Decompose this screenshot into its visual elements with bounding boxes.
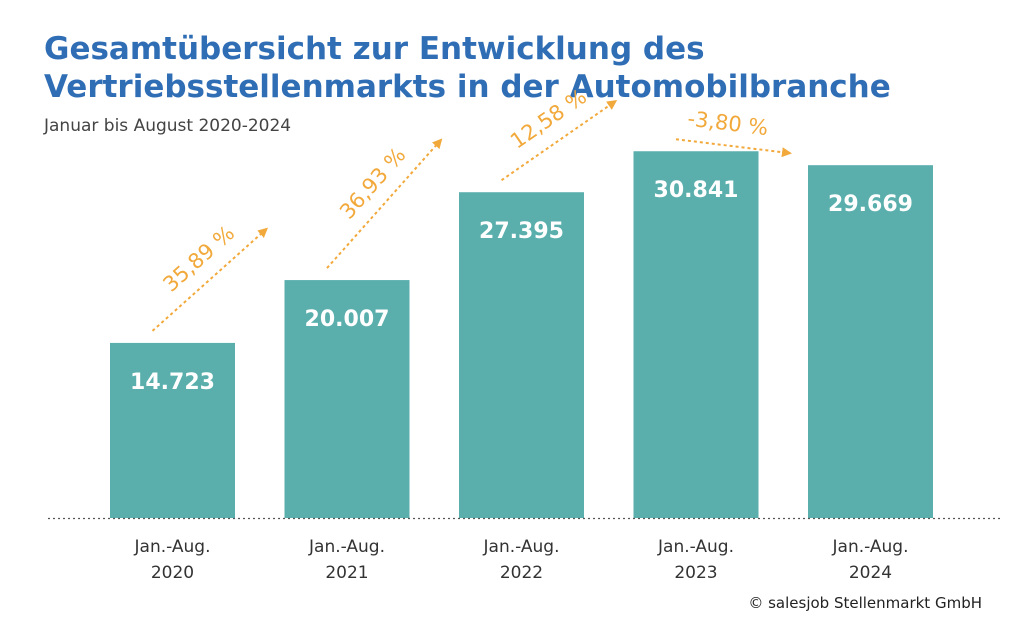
bar-value-label-3: 30.841 [654, 178, 739, 203]
change-label-3: -3,80 % [686, 106, 769, 140]
chart-title-line-1: Gesamtübersicht zur Entwicklung des [44, 31, 705, 67]
chart-title: Gesamtübersicht zur Entwicklung des Vert… [44, 30, 1004, 106]
x-tick-label-0: Jan.-Aug. 2020 [134, 537, 211, 583]
bar-value-label-0: 14.723 [130, 370, 215, 395]
bar-value-label-1: 20.007 [305, 307, 390, 332]
x-tick-label-4: Jan.-Aug. 2024 [832, 537, 909, 583]
change-arrow-3 [675, 138, 792, 158]
bar-0 [110, 342, 235, 518]
bar-value-label-2: 27.395 [479, 219, 564, 244]
chart-subtitle: Januar bis August 2020-2024 [44, 116, 292, 136]
bar-3 [633, 151, 759, 518]
change-arrow-1 [326, 138, 443, 269]
bar-value-label-4: 29.669 [828, 192, 913, 217]
bar-1 [284, 280, 410, 518]
bar-2 [459, 192, 584, 518]
change-label-1: 36,93 % [335, 143, 411, 224]
x-tick-label-3: Jan.-Aug. 2023 [657, 537, 734, 583]
bar-4 [808, 165, 933, 519]
x-tick-label-2: Jan.-Aug. 2022 [483, 537, 560, 583]
change-label-2: 12,58 % [506, 84, 591, 153]
chart-title-line-2: Vertriebsstellenmarkts in der Automobilb… [44, 69, 891, 105]
x-tick-label-1: Jan.-Aug. 2021 [308, 537, 385, 583]
change-arrow-2 [500, 100, 618, 182]
copyright-credit: © salesjob Stellenmarkt GmbH [748, 594, 982, 612]
change-arrow-0 [151, 227, 268, 332]
change-label-0: 35,89 % [159, 221, 240, 297]
